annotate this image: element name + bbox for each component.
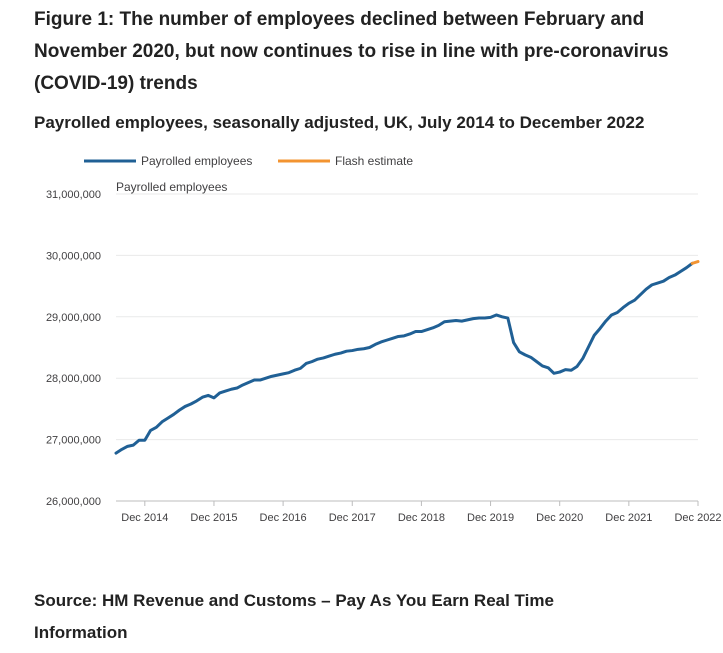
line-chart: Payrolled employees Flash estimate Payrol… [46, 154, 722, 524]
y-axis: 26,000,000 27,000,000 28,000,000 29,000,000… [46, 189, 101, 508]
x-tick-label: Dec 2017 [329, 512, 376, 524]
x-tick-label: Dec 2015 [190, 512, 237, 524]
x-tick-label: Dec 2018 [398, 512, 445, 524]
x-tick-label: Dec 2014 [121, 512, 168, 524]
legend-label: Flash estimate [335, 154, 413, 168]
y-tick-label: 28,000,000 [46, 373, 101, 385]
source-note: Source: HM Revenue and Customs – Pay As … [34, 591, 554, 642]
legend-label: Payrolled employees [141, 154, 252, 168]
y-axis-label: Payrolled employees [116, 180, 227, 194]
y-tick-label: 30,000,000 [46, 250, 101, 262]
series-lines [114, 260, 700, 455]
chart-legend: Payrolled employees Flash estimate [84, 154, 413, 168]
figure-title: Figure 1: The number of employees declin… [34, 9, 669, 94]
x-tick-label: Dec 2016 [260, 512, 307, 524]
y-tick-label: 26,000,000 [46, 496, 101, 508]
y-tick-label: 27,000,000 [46, 435, 101, 447]
x-tick-label: Dec 2019 [467, 512, 514, 524]
x-tick-label: Dec 2022 [674, 512, 721, 524]
flash-estimate-line [690, 260, 700, 265]
x-tick-label: Dec 2020 [536, 512, 583, 524]
x-tick-label: Dec 2021 [605, 512, 652, 524]
gridlines [116, 193, 698, 502]
chart-subtitle: Payrolled employees, seasonally adjusted… [34, 113, 645, 132]
x-axis: Dec 2014 Dec 2015 Dec 2016 Dec 2017 Dec 2018… [121, 501, 722, 524]
y-tick-label: 31,000,000 [46, 189, 101, 201]
y-tick-label: 29,000,000 [46, 312, 101, 324]
payrolled-employees-line [114, 261, 694, 455]
